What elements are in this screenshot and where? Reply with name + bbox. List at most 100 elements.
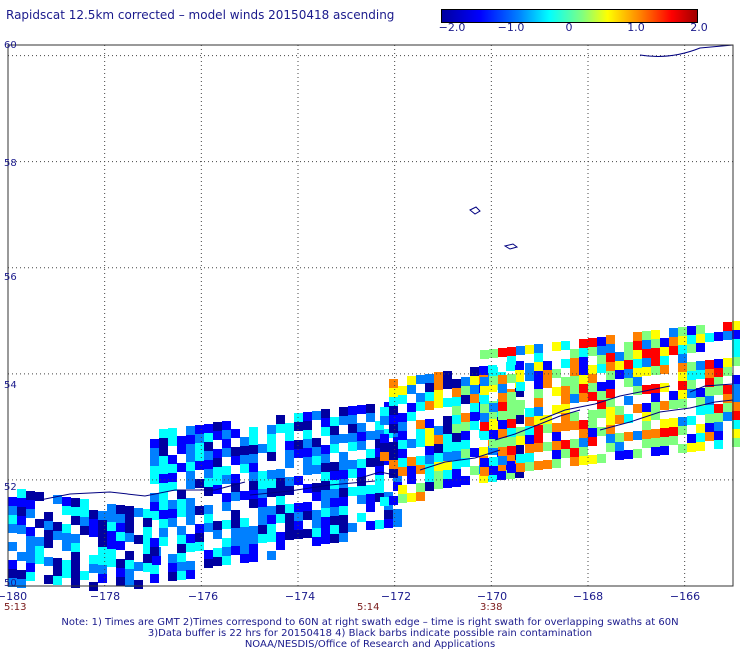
- lat-label: 60: [4, 40, 17, 51]
- wind-cell: [416, 438, 425, 447]
- wind-cell: [321, 508, 330, 517]
- wind-cell: [213, 548, 222, 557]
- wind-cell: [150, 493, 159, 502]
- wind-cell: [375, 520, 384, 529]
- wind-cell: [125, 533, 134, 542]
- wind-cells: [8, 321, 740, 591]
- wind-cell: [489, 466, 498, 475]
- wind-cell: [195, 434, 204, 443]
- wind-cell: [384, 429, 393, 438]
- wind-cell: [177, 526, 186, 535]
- wind-cell: [705, 423, 714, 432]
- wind-cell: [294, 422, 303, 431]
- wind-cell: [348, 406, 357, 415]
- wind-cell: [222, 475, 231, 484]
- wind-cell: [570, 439, 579, 448]
- wind-cell: [186, 444, 195, 453]
- wind-cell: [615, 370, 624, 379]
- wind-cell: [615, 415, 624, 424]
- wind-cell: [525, 453, 534, 462]
- wind-cell: [461, 440, 470, 449]
- wind-cell: [642, 340, 651, 349]
- wind-cell: [321, 418, 330, 427]
- wind-cell: [597, 454, 606, 463]
- wind-cell: [705, 378, 714, 387]
- wind-cell: [195, 461, 204, 470]
- wind-cell: [143, 554, 152, 563]
- wind-cell: [17, 525, 26, 534]
- coastline-segment: [599, 399, 734, 431]
- wind-cell: [552, 441, 561, 450]
- wind-cell: [597, 364, 606, 373]
- wind-cell: [240, 536, 249, 545]
- wind-cell: [177, 553, 186, 562]
- wind-cell: [62, 506, 71, 515]
- wind-cell: [389, 388, 398, 397]
- wind-cell: [321, 499, 330, 508]
- wind-cell: [8, 569, 17, 578]
- wind-cell: [434, 426, 443, 435]
- wind-cell: [651, 339, 660, 348]
- wind-cell: [8, 515, 17, 524]
- wind-cell: [380, 416, 389, 425]
- wind-cell: [633, 368, 642, 377]
- wind-cell: [425, 455, 434, 464]
- wind-cell: [339, 488, 348, 497]
- wind-cell: [213, 530, 222, 539]
- wind-cell: [389, 424, 398, 433]
- wind-cell: [231, 447, 240, 456]
- wind-cell: [384, 402, 393, 411]
- wind-cell: [489, 349, 498, 358]
- wind-cell: [452, 469, 461, 478]
- wind-cell: [660, 365, 669, 374]
- wind-cell: [357, 459, 366, 468]
- wind-cell: [177, 490, 186, 499]
- wind-cell: [507, 437, 516, 446]
- wind-cell: [330, 525, 339, 534]
- wind-cell: [732, 429, 740, 438]
- wind-cell: [597, 355, 606, 364]
- wind-cell: [222, 439, 231, 448]
- wind-cell: [398, 494, 407, 503]
- colorbar-tick: 1.0: [627, 21, 645, 34]
- wind-cell: [651, 348, 660, 357]
- colorbar-tick: −2.0: [438, 21, 466, 34]
- wind-cell: [561, 422, 570, 431]
- wind-cell: [606, 443, 615, 452]
- wind-cell: [615, 361, 624, 370]
- wind-cell: [213, 449, 222, 458]
- wind-cell: [98, 511, 107, 520]
- wind-cell: [53, 531, 62, 540]
- wind-cell: [357, 495, 366, 504]
- wind-cell: [276, 514, 285, 523]
- wind-cell: [480, 395, 489, 404]
- wind-cell: [669, 391, 678, 400]
- wind-cell: [276, 469, 285, 478]
- wind-cell: [515, 388, 524, 397]
- wind-cell: [570, 376, 579, 385]
- wind-cell: [321, 445, 330, 454]
- wind-cell: [732, 384, 740, 393]
- wind-cell: [579, 429, 588, 438]
- wind-cell: [470, 403, 479, 412]
- wind-cell: [498, 393, 507, 402]
- wind-cell: [116, 577, 125, 586]
- wind-cell: [249, 427, 258, 436]
- wind-cell: [579, 456, 588, 465]
- wind-cell: [249, 472, 258, 481]
- wind-cell: [488, 383, 497, 392]
- wind-cell: [53, 567, 62, 576]
- wind-cell: [276, 478, 285, 487]
- wind-cell: [62, 497, 71, 506]
- wind-cell: [152, 556, 161, 565]
- wind-cell: [624, 396, 633, 405]
- wind-cell: [150, 475, 159, 484]
- wind-cell: [222, 556, 231, 565]
- wind-cell: [276, 424, 285, 433]
- wind-cell: [312, 528, 321, 537]
- wind-cell: [17, 570, 26, 579]
- wind-cell: [552, 450, 561, 459]
- wind-cell: [249, 436, 258, 445]
- wind-cell: [98, 556, 107, 565]
- wind-cell: [17, 552, 26, 561]
